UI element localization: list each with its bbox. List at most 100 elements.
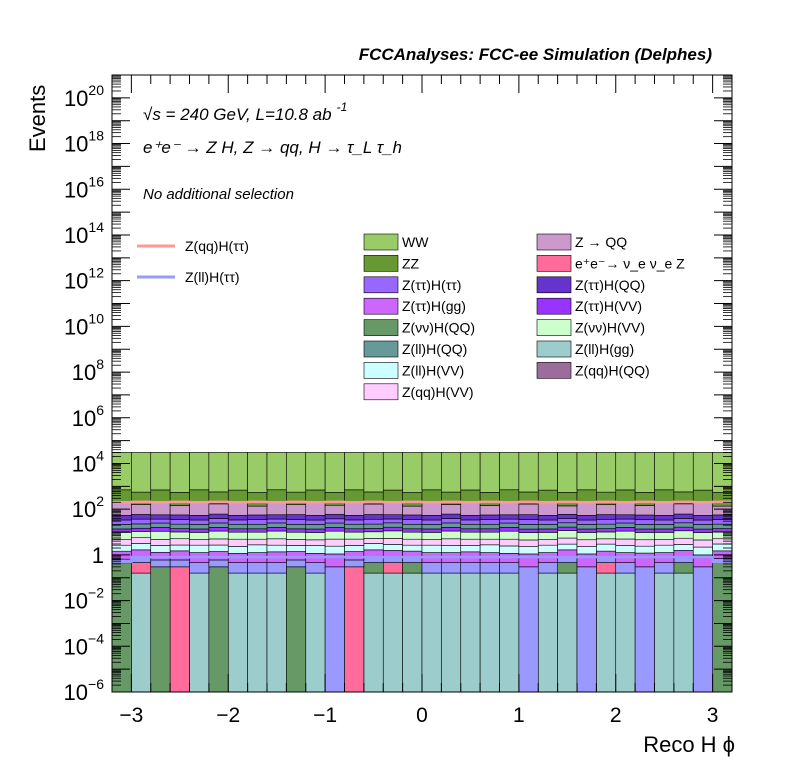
legend-label: ZZ xyxy=(402,255,420,271)
bar xyxy=(654,572,675,693)
bar xyxy=(441,452,462,493)
legend-label: Z → QQ xyxy=(575,234,627,250)
bar xyxy=(518,539,539,547)
bar xyxy=(537,532,558,540)
y-tick-exponent: 16 xyxy=(88,173,104,189)
bar xyxy=(441,538,462,546)
bar xyxy=(692,524,713,530)
legend-swatch xyxy=(536,297,572,315)
legend-swatch xyxy=(363,362,399,379)
bar xyxy=(247,452,268,493)
y-tick-label: 1020 xyxy=(64,82,104,111)
bar xyxy=(363,523,384,529)
bar xyxy=(421,452,442,491)
bar xyxy=(537,502,558,516)
series-15 xyxy=(111,452,733,493)
bar xyxy=(692,539,713,548)
bar xyxy=(421,524,442,530)
bar xyxy=(382,557,403,563)
bar xyxy=(227,452,248,491)
bar xyxy=(402,572,423,693)
bar xyxy=(169,523,190,529)
bar xyxy=(460,523,481,530)
x-tick-label: 1 xyxy=(513,704,525,727)
bar xyxy=(247,528,268,533)
y-tick-base: 10 xyxy=(72,451,96,476)
bar xyxy=(189,452,210,491)
bar xyxy=(634,514,655,521)
bar xyxy=(286,524,307,530)
bar xyxy=(557,526,578,531)
bar xyxy=(557,543,578,551)
bar xyxy=(615,518,636,524)
bar xyxy=(634,528,655,533)
energy-annotation: √s = 240 GeV, L=10.8 ab -1 xyxy=(143,100,347,124)
bar xyxy=(305,572,326,693)
bar xyxy=(150,514,171,520)
bar xyxy=(421,572,442,693)
bar xyxy=(382,452,403,491)
bar xyxy=(286,504,307,515)
bar xyxy=(499,545,520,554)
bar xyxy=(208,566,229,693)
bar xyxy=(111,519,132,525)
y-tick-base: 10 xyxy=(72,406,96,431)
bar xyxy=(460,519,481,525)
bar xyxy=(537,544,558,553)
bar xyxy=(363,531,384,539)
bar xyxy=(615,489,636,503)
bar xyxy=(344,551,365,561)
y-tick-base: 10 xyxy=(64,680,88,705)
y-tick-base: 10 xyxy=(64,589,88,614)
legend-swatch xyxy=(363,340,399,358)
bar xyxy=(344,538,365,546)
bar xyxy=(518,519,539,525)
bar xyxy=(499,518,520,524)
bar xyxy=(363,518,384,525)
bar xyxy=(227,538,248,547)
bar xyxy=(673,518,694,524)
legend-label: Z(ττ)H(VV) xyxy=(575,298,642,314)
bar xyxy=(479,528,500,533)
bar xyxy=(208,551,229,561)
bar xyxy=(576,515,597,521)
y-tick-exponent: 18 xyxy=(88,128,104,144)
bar xyxy=(460,538,481,546)
bar xyxy=(673,572,694,693)
bar xyxy=(557,537,578,545)
bar xyxy=(441,527,462,532)
bar xyxy=(344,452,365,491)
bar xyxy=(111,452,132,491)
bar xyxy=(557,572,578,693)
legend-swatch xyxy=(536,362,572,379)
bar xyxy=(479,514,500,520)
bar xyxy=(518,524,539,530)
bar xyxy=(518,503,539,515)
bar xyxy=(266,452,287,491)
bar xyxy=(131,514,152,520)
bar xyxy=(247,519,268,525)
bar xyxy=(692,566,713,693)
series-11 xyxy=(111,518,733,525)
bar xyxy=(537,452,558,491)
bar xyxy=(402,562,423,574)
bar xyxy=(227,546,248,554)
bar xyxy=(557,522,578,528)
bar xyxy=(363,538,384,544)
bar xyxy=(402,544,423,552)
y-tick-base: 10 xyxy=(64,223,88,248)
bar xyxy=(363,452,384,493)
stacked-bars xyxy=(111,452,733,693)
bar xyxy=(227,528,248,533)
bar xyxy=(402,538,423,546)
bar xyxy=(286,528,307,533)
legend-label: Z(qq)H(VV) xyxy=(402,384,474,400)
bar xyxy=(479,523,500,530)
bar xyxy=(382,544,403,551)
bar xyxy=(286,539,307,546)
bar xyxy=(382,489,403,504)
bar xyxy=(286,551,307,561)
bar xyxy=(305,489,326,503)
y-tick-exponent: 12 xyxy=(88,265,104,281)
legend-label: Z(ττ)H(ττ) xyxy=(402,277,461,293)
